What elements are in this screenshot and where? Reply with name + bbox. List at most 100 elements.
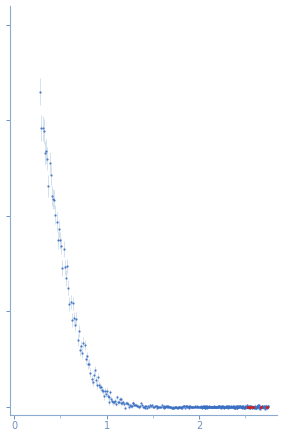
Point bbox=[175, 404, 179, 411]
Point bbox=[243, 404, 247, 411]
Point bbox=[186, 403, 190, 410]
Point bbox=[192, 403, 197, 410]
Point bbox=[264, 402, 268, 409]
Point bbox=[254, 404, 259, 411]
Point bbox=[41, 128, 46, 135]
Point bbox=[127, 403, 131, 410]
Point bbox=[224, 404, 229, 411]
Point bbox=[258, 403, 262, 410]
Point bbox=[189, 404, 193, 411]
Point bbox=[208, 403, 212, 410]
Point bbox=[142, 404, 147, 411]
Point bbox=[180, 403, 185, 410]
Point bbox=[164, 403, 168, 410]
Point bbox=[47, 160, 52, 166]
Point bbox=[239, 403, 243, 410]
Point bbox=[247, 403, 252, 410]
Point bbox=[151, 403, 156, 410]
Point bbox=[141, 403, 146, 410]
Point bbox=[213, 403, 218, 410]
Point bbox=[260, 403, 264, 410]
Point bbox=[212, 403, 216, 410]
Point bbox=[185, 404, 190, 411]
Point bbox=[258, 405, 263, 412]
Point bbox=[217, 403, 222, 410]
Point bbox=[202, 404, 207, 411]
Point bbox=[215, 403, 219, 410]
Point bbox=[148, 402, 152, 409]
Point bbox=[119, 400, 124, 407]
Point bbox=[140, 403, 145, 410]
Point bbox=[121, 399, 126, 406]
Point bbox=[201, 404, 206, 411]
Point bbox=[105, 393, 110, 400]
Point bbox=[256, 402, 261, 409]
Point bbox=[232, 405, 237, 412]
Point bbox=[223, 403, 227, 410]
Point bbox=[219, 403, 224, 410]
Point bbox=[125, 399, 129, 406]
Point bbox=[198, 403, 202, 410]
Point bbox=[209, 403, 213, 410]
Point bbox=[133, 402, 138, 409]
Point bbox=[236, 404, 241, 411]
Point bbox=[231, 404, 235, 411]
Point bbox=[201, 403, 205, 410]
Point bbox=[46, 183, 51, 190]
Point bbox=[265, 404, 269, 411]
Point bbox=[241, 403, 245, 410]
Point bbox=[264, 403, 269, 410]
Point bbox=[100, 386, 104, 393]
Point bbox=[199, 403, 203, 410]
Point bbox=[104, 387, 109, 394]
Point bbox=[240, 403, 245, 410]
Point bbox=[228, 404, 232, 411]
Point bbox=[160, 402, 164, 409]
Point bbox=[113, 400, 118, 407]
Point bbox=[61, 245, 66, 252]
Point bbox=[241, 402, 246, 409]
Point bbox=[252, 402, 257, 409]
Point bbox=[213, 403, 218, 410]
Point bbox=[210, 404, 215, 411]
Point bbox=[210, 404, 214, 411]
Point bbox=[162, 403, 166, 410]
Point bbox=[266, 403, 270, 410]
Point bbox=[218, 403, 222, 410]
Point bbox=[88, 369, 93, 376]
Point bbox=[231, 405, 236, 412]
Point bbox=[54, 218, 59, 225]
Point bbox=[230, 403, 235, 410]
Point bbox=[99, 384, 103, 391]
Point bbox=[196, 403, 200, 410]
Point bbox=[166, 403, 171, 410]
Point bbox=[95, 382, 100, 388]
Point bbox=[230, 404, 234, 411]
Point bbox=[233, 403, 238, 410]
Point bbox=[198, 403, 203, 410]
Point bbox=[187, 404, 192, 411]
Point bbox=[172, 405, 176, 412]
Point bbox=[177, 404, 182, 411]
Point bbox=[132, 401, 137, 408]
Point bbox=[231, 404, 235, 411]
Point bbox=[227, 404, 232, 411]
Point bbox=[122, 401, 127, 408]
Point bbox=[83, 355, 88, 362]
Point bbox=[214, 403, 219, 410]
Point bbox=[215, 403, 220, 410]
Point bbox=[257, 405, 261, 412]
Point bbox=[91, 378, 95, 385]
Point bbox=[209, 403, 213, 410]
Point bbox=[262, 403, 266, 410]
Point bbox=[94, 376, 98, 383]
Point bbox=[235, 403, 240, 410]
Point bbox=[250, 403, 254, 410]
Point bbox=[107, 393, 112, 400]
Point bbox=[131, 399, 136, 406]
Point bbox=[261, 404, 266, 411]
Point bbox=[86, 361, 90, 368]
Point bbox=[214, 404, 218, 411]
Point bbox=[202, 403, 206, 410]
Point bbox=[235, 404, 239, 411]
